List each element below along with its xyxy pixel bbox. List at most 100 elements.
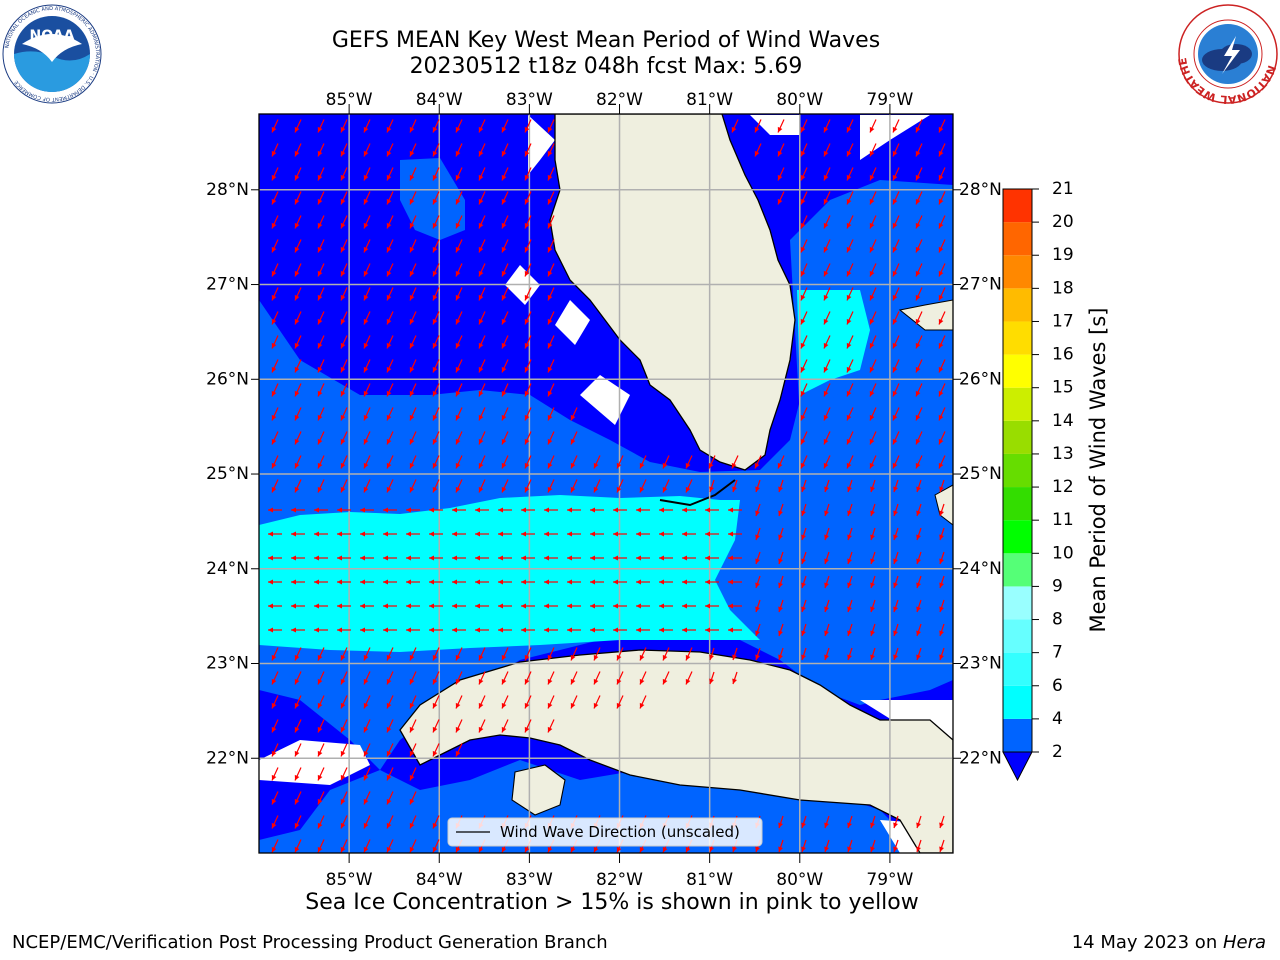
wind-arrowhead (847, 654, 852, 660)
wind-arrowhead (800, 462, 806, 469)
wind-arrowhead (409, 750, 415, 757)
wind-arrowhead (363, 486, 369, 493)
wind-arrowhead (455, 174, 461, 181)
wind-arrowhead (524, 654, 530, 661)
lon-tick-label-bottom: 83°W (506, 870, 553, 890)
wind-arrowhead (386, 318, 392, 325)
wind-arrowhead (870, 558, 875, 564)
wind-arrowhead (340, 822, 346, 829)
wind-arrowhead (705, 555, 710, 561)
wind-arrowhead (524, 126, 530, 133)
wind-arrowhead (386, 342, 392, 349)
wind-arrowhead (340, 342, 346, 349)
footer-date-text: 14 May 2023 on (1071, 932, 1223, 953)
wind-arrowhead (547, 222, 553, 229)
wind-arrowhead (268, 507, 273, 513)
wind-arrowhead (939, 606, 944, 612)
wind-arrowhead (524, 726, 530, 733)
wind-arrowhead (409, 174, 415, 181)
wind-arrowhead (294, 294, 300, 301)
wind-arrowhead (705, 627, 710, 633)
wind-arrowhead (291, 579, 296, 585)
wind-arrowhead (846, 126, 852, 133)
wind-arrowhead (567, 603, 572, 609)
wind-arrowhead (478, 438, 484, 445)
wind-arrowhead (291, 531, 296, 537)
wind-arrowhead (409, 822, 415, 829)
wind-arrowhead (544, 579, 549, 585)
wind-arrowhead (916, 630, 921, 636)
wind-arrowhead (800, 246, 806, 253)
wind-arrowhead (547, 390, 553, 397)
wind-arrowhead (340, 150, 346, 157)
wind-arrowhead (800, 414, 806, 421)
wind-arrowhead (823, 318, 829, 325)
wind-arrowhead (268, 555, 273, 561)
wind-arrowhead (801, 606, 806, 612)
wind-arrowhead (317, 822, 323, 829)
wind-arrowhead (271, 654, 277, 661)
wind-arrowhead (432, 198, 438, 205)
wind-arrowhead (337, 555, 342, 561)
wind-arrowhead (915, 462, 921, 469)
colorbar-segment (1003, 619, 1032, 653)
wind-arrowhead (915, 414, 921, 421)
wind-arrowhead (778, 582, 783, 588)
wind-arrowhead (501, 678, 507, 685)
wind-arrowhead (732, 678, 737, 684)
wind-arrowhead (383, 531, 388, 537)
wind-arrowhead (432, 438, 438, 445)
wind-arrowhead (916, 558, 921, 564)
wind-arrowhead (778, 606, 783, 612)
lat-tick-label-left: 28°N (206, 180, 249, 200)
wind-arrowhead (800, 390, 806, 397)
wind-arrowhead (340, 654, 346, 661)
period-zone-2-4-north (400, 158, 465, 240)
wind-arrowhead (340, 462, 346, 469)
wind-arrowhead (662, 654, 668, 661)
wind-arrowhead (547, 366, 553, 373)
wind-arrowhead (294, 822, 300, 829)
wind-arrowhead (728, 579, 733, 585)
wind-arrowhead (271, 702, 277, 709)
wind-arrowhead (915, 270, 921, 277)
wind-arrowhead (317, 798, 323, 805)
wind-arrowhead (294, 198, 300, 205)
wind-arrowhead (567, 579, 572, 585)
wind-arrowhead (501, 654, 507, 661)
wind-arrowhead (870, 486, 875, 492)
period-zone-2-4-south (259, 760, 953, 853)
wind-arrowhead (823, 342, 829, 349)
wind-arrowhead (590, 579, 595, 585)
wind-arrowhead (386, 798, 392, 805)
wind-arrowhead (271, 366, 277, 373)
wind-arrowhead (547, 678, 553, 685)
wind-arrowhead (501, 174, 507, 181)
lon-tick-label-top: 79°W (866, 90, 913, 110)
wind-arrowhead (893, 822, 898, 828)
wind-arrowhead (409, 150, 415, 157)
wind-arrowhead (478, 174, 484, 181)
wind-arrowhead (893, 582, 898, 588)
lat-tick-label-right: 22°N (959, 748, 1002, 768)
wind-arrowhead (616, 462, 622, 469)
wind-arrowhead (386, 414, 392, 421)
wind-arrowhead (452, 531, 457, 537)
wind-arrowhead (294, 342, 300, 349)
wind-arrowhead (755, 630, 760, 636)
wind-arrowhead (800, 198, 806, 205)
wind-arrowhead (823, 246, 829, 253)
wind-arrowhead (938, 126, 944, 133)
wind-arrowhead (801, 630, 806, 636)
wind-arrowhead (524, 678, 530, 685)
wind-arrowhead (893, 846, 898, 852)
wind-arrowhead (893, 534, 898, 540)
wind-arrowhead (892, 294, 898, 301)
wind-arrowhead (363, 366, 369, 373)
lat-tick-label-left: 22°N (206, 748, 249, 768)
wind-arrowhead (824, 486, 829, 492)
wind-arrowhead (728, 627, 733, 633)
wind-arrowhead (778, 486, 783, 492)
wind-arrowhead (475, 603, 480, 609)
wind-arrowhead (728, 507, 733, 513)
